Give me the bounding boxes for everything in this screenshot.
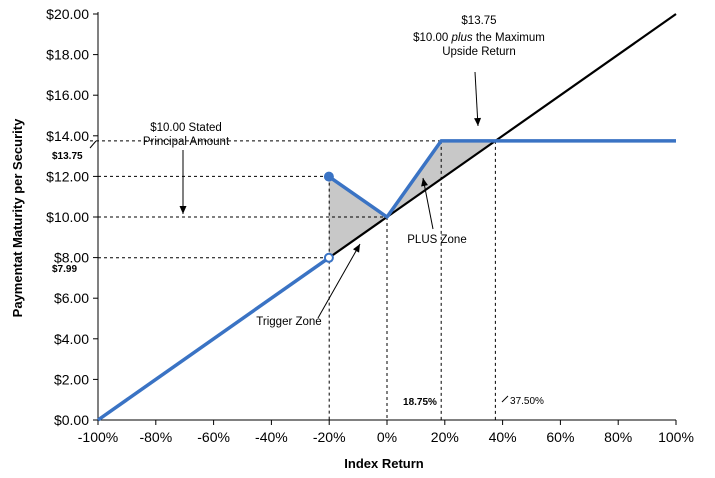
- arrow-stated-principal-head: [179, 206, 187, 214]
- arrow-plus-zone-shaft: [422, 177, 434, 230]
- x-axis-title: Index Return: [344, 456, 424, 471]
- marker-filled: [323, 171, 334, 182]
- x-tick-label: -100%: [78, 429, 118, 445]
- y-tick-label: $8.00: [54, 250, 89, 266]
- arrow-trigger-zone-head: [353, 244, 360, 253]
- arrow-trigger-zone-shaft: [317, 243, 361, 319]
- y-tick-label: $16.00: [46, 87, 89, 103]
- y-tick-label: $4.00: [54, 331, 89, 347]
- pct-375-label: 37.50%: [510, 396, 544, 407]
- connector-375: [501, 395, 509, 403]
- markers: [323, 171, 334, 263]
- axes: $0.00 $2.00 $4.00 $6.00 $8.00 $10.00 $12.00 $14…: [46, 6, 694, 445]
- annotation-arrows: [89, 71, 509, 403]
- x-tick-label: -40%: [255, 429, 288, 445]
- value-1375-label: $13.75: [52, 151, 83, 162]
- pct-1875-label: 18.75%: [403, 397, 437, 408]
- y-axis-title: Paymentat Maturity per Security: [10, 118, 25, 317]
- marker-open: [323, 252, 334, 263]
- y-tick-label: $20.00: [46, 6, 89, 22]
- series-payoff-upper: [327, 139, 676, 219]
- connector-1375: [89, 140, 97, 149]
- y-tick-label: $14.00: [46, 128, 89, 144]
- x-tick-label: 80%: [604, 429, 632, 445]
- max-desc-line1: $10.00 plus the Maximum: [413, 32, 545, 44]
- y-tick-label: $6.00: [54, 290, 89, 306]
- arrow-max-return-head: [474, 117, 482, 126]
- x-tick-label: 0%: [377, 429, 397, 445]
- y-tick-label: $10.00: [46, 209, 89, 225]
- series-lines: [96, 13, 677, 422]
- x-tick-label: 60%: [546, 429, 574, 445]
- y-tick-label: $12.00: [46, 168, 89, 184]
- x-tick-label: -20%: [313, 429, 346, 445]
- x-tick-label: -60%: [197, 429, 230, 445]
- y-tick-label: $2.00: [54, 371, 89, 387]
- y-tick-label: $0.00: [54, 412, 89, 428]
- arrow-max-return-shaft: [474, 71, 479, 127]
- max-value-label: $13.75: [461, 15, 496, 27]
- arrow-plus-zone-head: [421, 178, 428, 187]
- y-tick-label: $18.00: [46, 47, 89, 63]
- max-desc-line2: Upside Return: [442, 46, 516, 58]
- x-tick-label: 20%: [431, 429, 459, 445]
- stated-principal-label-line2: Principal Amount: [143, 136, 230, 148]
- trigger-zone-label: Trigger Zone: [256, 316, 321, 328]
- x-tick-label: 100%: [658, 429, 694, 445]
- value-799-label: $7.99: [52, 264, 77, 275]
- x-tick-label: -80%: [139, 429, 172, 445]
- plus-zone-label: PLUS Zone: [407, 234, 466, 246]
- x-tick-label: 40%: [489, 429, 517, 445]
- stated-principal-label-line1: $10.00 Stated: [150, 122, 222, 134]
- series-payoff-lower: [96, 256, 330, 422]
